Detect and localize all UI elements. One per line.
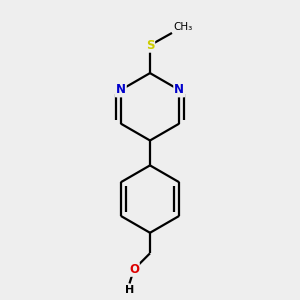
Text: H: H [125, 285, 134, 295]
Text: N: N [116, 83, 126, 96]
Text: S: S [146, 39, 154, 52]
Text: N: N [174, 83, 184, 96]
Text: O: O [129, 263, 139, 276]
Text: CH₃: CH₃ [173, 22, 193, 32]
